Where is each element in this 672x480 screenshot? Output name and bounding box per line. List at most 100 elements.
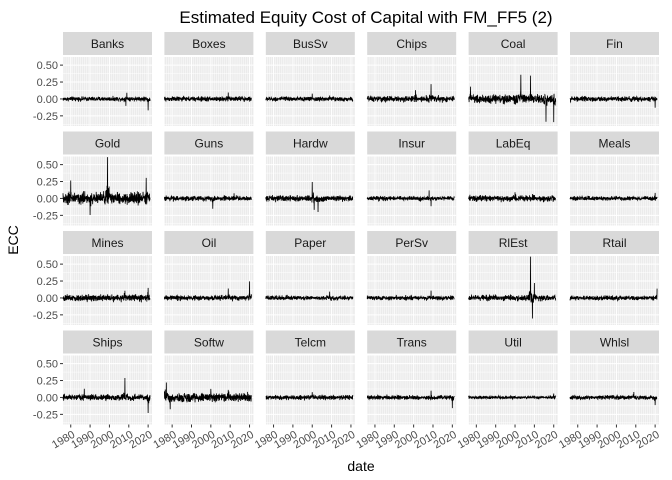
facet-strip (570, 131, 659, 155)
facet-strip-label: Mines (91, 236, 123, 250)
y-tick-label: -0.25 (33, 409, 58, 421)
facet-strip-label: Coal (501, 37, 526, 51)
facet-panel-mines: Mines -0.25 0.00 0.25 0.50 (33, 231, 152, 325)
series-line-meals (569, 192, 658, 202)
facet-strip-label: PerSv (395, 236, 428, 250)
x-tick-label: 2020 (634, 429, 661, 452)
facet-strip (265, 330, 355, 354)
series-line-paper (265, 291, 354, 302)
facet-strip-label: Paper (294, 236, 326, 250)
series-line-rtail (569, 288, 658, 302)
y-tick-label: 0.00 (37, 193, 58, 205)
facet-panel-guns: Guns (164, 131, 254, 226)
series-line-guns (164, 193, 252, 209)
facet-panel-insur: Insur (366, 131, 457, 226)
y-tick-label: 0.50 (37, 259, 58, 271)
series-line-banks (62, 92, 151, 111)
series-line-gold (62, 157, 151, 215)
y-tick-label: 0.50 (37, 160, 58, 172)
facet-strip (367, 330, 457, 354)
facet-strip-label: Whlsl (600, 336, 629, 350)
facet-strip (164, 330, 254, 354)
facet-panel-hardw: Hardw (265, 131, 355, 226)
y-tick-label: 0.25 (37, 77, 58, 89)
y-tick-label: 0.25 (37, 177, 58, 189)
facet-strip (164, 231, 254, 254)
facet-panel-gold: Gold -0.25 0.00 0.25 0.50 (33, 131, 152, 226)
series-line-softw (164, 382, 252, 410)
facet-panel-labeq: LabEq (468, 131, 558, 226)
series-line-insur (366, 190, 455, 207)
series-line-persv (366, 290, 455, 301)
facet-strip (265, 231, 355, 254)
facet-panel-banks: Banks -0.25 0.00 0.25 0.50 (33, 32, 152, 126)
facet-strip-label: Rtail (602, 236, 626, 250)
x-tick-label: 2020 (229, 429, 256, 452)
facet-strip-label: Chips (396, 37, 427, 51)
series-line-fin (569, 95, 658, 108)
facet-strip (265, 131, 355, 155)
y-tick-label: 0.25 (37, 276, 58, 288)
series-line-rlest (468, 256, 557, 319)
facet-strip (367, 32, 457, 55)
series-line-mines (62, 287, 151, 303)
facet-strip (164, 131, 254, 155)
series-line-boxes (164, 92, 252, 103)
facet-strip (63, 131, 152, 155)
y-tick-label: 0.25 (37, 376, 58, 388)
y-tick-label: 0.00 (37, 293, 58, 305)
facet-panel-coal: Coal (468, 32, 558, 126)
series-line-chips (366, 84, 455, 103)
facet-strip (367, 231, 457, 254)
facet-strip-label: Util (504, 336, 521, 350)
series-line-util (468, 393, 556, 401)
y-tick-label: 0.00 (37, 392, 58, 404)
facet-strip (367, 131, 457, 155)
facet-strip (570, 231, 659, 254)
facet-panels: Banks -0.25 0.00 0.25 0.50 Boxes BusSv Chips Coa… (33, 32, 662, 451)
y-tick-label: 0.00 (37, 94, 58, 106)
facet-strip (570, 330, 659, 354)
x-tick-label: 2020 (432, 429, 459, 452)
facet-strip (63, 231, 152, 254)
facet-strip-label: Trans (397, 336, 427, 350)
facet-strip-label: Meals (598, 137, 630, 151)
facet-strip (468, 131, 558, 155)
facet-panel-rlest: RlEst (468, 231, 558, 325)
series-line-hardw (265, 181, 354, 213)
facet-panel-bussv: BusSv (265, 32, 355, 126)
facet-panel-ships: Ships-0.250.000.250.50198019902000201020… (33, 330, 155, 451)
facet-strip (468, 330, 558, 354)
facet-panel-fin: Fin (569, 32, 659, 126)
facet-strip-label: Fin (606, 37, 623, 51)
x-tick-label: 2020 (533, 429, 560, 452)
facet-strip-label: Softw (194, 336, 224, 350)
facet-strip-label: Gold (95, 137, 120, 151)
chart-title: Estimated Equity Cost of Capital with FM… (179, 8, 552, 27)
facet-strip-label: RlEst (499, 236, 528, 250)
facet-strip-label: LabEq (496, 137, 531, 151)
series-line-ships (62, 378, 151, 414)
facet-panel-boxes: Boxes (164, 32, 254, 126)
y-tick-label: 0.50 (37, 359, 58, 371)
facet-strip-label: Boxes (192, 37, 225, 51)
facet-strip-label: Insur (398, 137, 425, 151)
facet-strip-label: Oil (202, 236, 217, 250)
x-axis-title: date (347, 458, 374, 474)
facet-strip (63, 32, 152, 55)
series-line-telcm (265, 392, 354, 401)
y-axis-title: ECC (5, 225, 21, 255)
facet-strip (468, 231, 558, 254)
facet-strip (265, 32, 355, 55)
series-line-oil (164, 281, 252, 302)
facet-panel-oil: Oil (164, 231, 254, 325)
facet-panel-rtail: Rtail (569, 231, 659, 325)
facet-strip (63, 330, 152, 354)
facet-panel-meals: Meals (569, 131, 659, 226)
facet-strip (164, 32, 254, 55)
facet-strip-label: Ships (92, 336, 122, 350)
